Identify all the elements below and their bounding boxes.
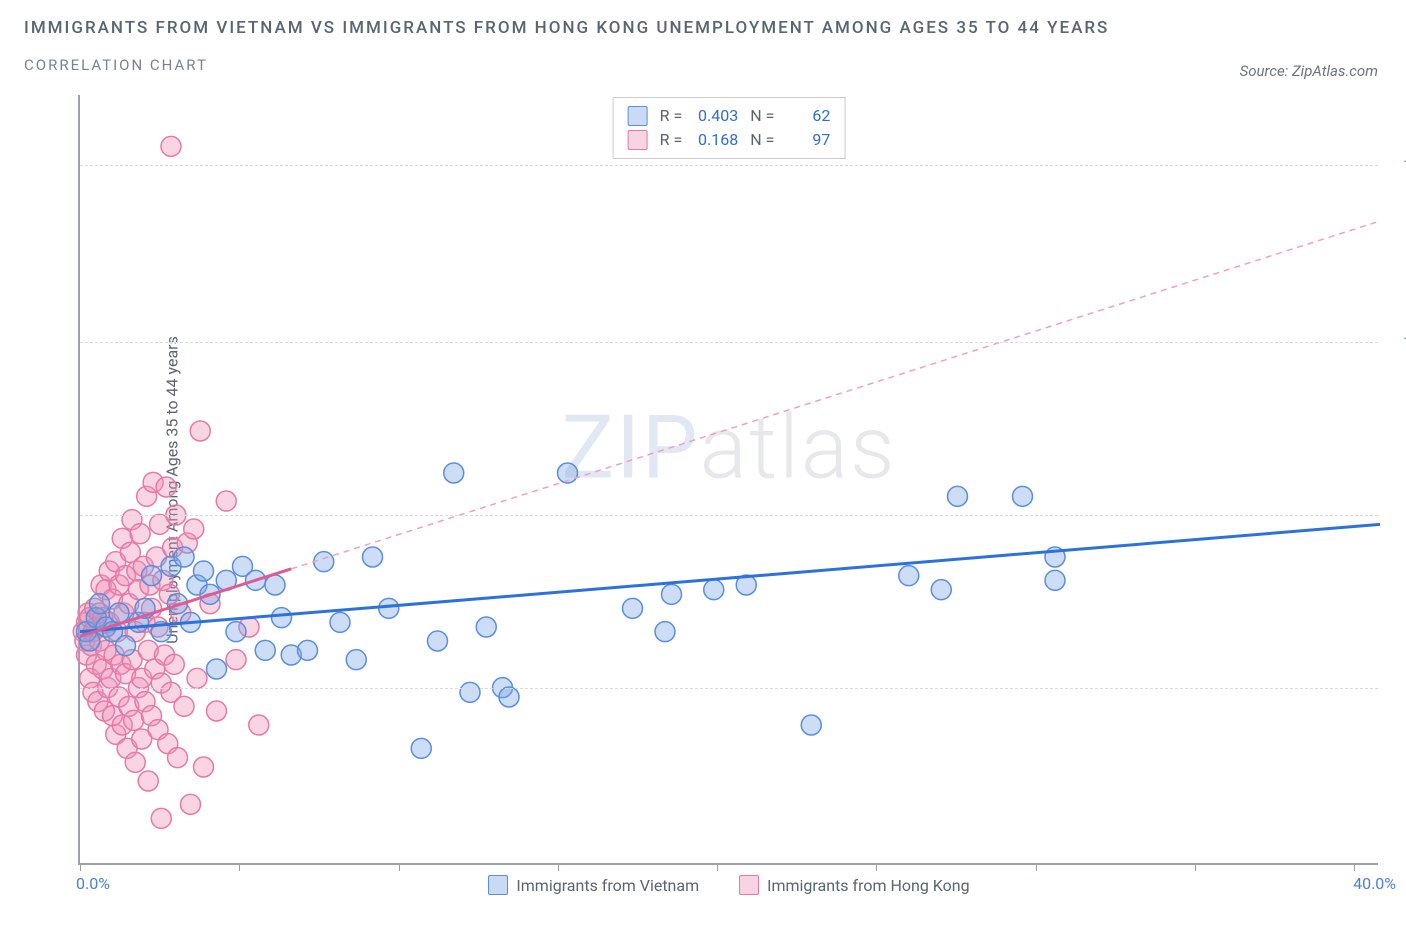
data-point: [346, 650, 366, 670]
correlation-chart: Unemployment Among Ages 35 to 44 years Z…: [60, 95, 1390, 885]
scatter-svg: [80, 95, 1378, 863]
data-point: [90, 594, 110, 614]
x-tick: [1036, 863, 1037, 871]
data-point: [931, 580, 951, 600]
data-point: [226, 650, 246, 670]
data-point: [655, 622, 675, 642]
data-point: [142, 566, 162, 586]
data-point: [161, 136, 181, 156]
x-tick: [558, 863, 559, 871]
data-point: [187, 668, 207, 688]
data-point: [499, 687, 519, 707]
x-tick: [80, 863, 81, 871]
data-point: [428, 631, 448, 651]
y-tick-label: 7.5%: [1386, 506, 1406, 525]
x-tick: [399, 863, 400, 871]
data-point: [662, 584, 682, 604]
data-point: [174, 696, 194, 716]
data-point: [207, 659, 227, 679]
swatch-vietnam-icon: [488, 875, 508, 895]
data-point: [190, 421, 210, 441]
data-point: [476, 617, 496, 637]
r-value-vietnam: 0.403: [690, 104, 738, 128]
data-point: [379, 598, 399, 618]
data-point: [314, 552, 334, 572]
data-point: [226, 622, 246, 642]
data-point: [411, 738, 431, 758]
data-point: [194, 757, 214, 777]
data-point: [265, 575, 285, 595]
legend-label-vietnam: Immigrants from Vietnam: [516, 876, 699, 895]
trend-line-extrapolated: [291, 221, 1380, 569]
data-point: [194, 561, 214, 581]
swatch-vietnam: [628, 106, 648, 126]
data-point: [801, 715, 821, 735]
data-point: [181, 794, 201, 814]
legend-label-hongkong: Immigrants from Hong Kong: [767, 876, 969, 895]
data-point: [138, 771, 158, 791]
r-value-hongkong: 0.168: [690, 128, 738, 152]
data-point: [948, 486, 968, 506]
data-point: [164, 654, 184, 674]
r-label: R =: [660, 128, 683, 152]
data-point: [1013, 486, 1033, 506]
n-value-vietnam: 62: [782, 104, 830, 128]
correlation-legend: R = 0.403 N = 62 R = 0.168 N = 97: [613, 97, 846, 159]
n-label: N =: [750, 128, 774, 152]
chart-subtitle: CORRELATION CHART: [24, 56, 1382, 74]
data-point: [151, 808, 171, 828]
data-point: [130, 524, 150, 544]
x-tick: [717, 863, 718, 871]
data-point: [444, 463, 464, 483]
data-point: [330, 612, 350, 632]
grid-line: [80, 688, 1378, 689]
n-value-hongkong: 97: [782, 128, 830, 152]
data-point: [255, 640, 275, 660]
series-legend: Immigrants from Vietnam Immigrants from …: [80, 875, 1378, 895]
y-tick-label: 3.8%: [1386, 678, 1406, 697]
data-point: [249, 715, 269, 735]
x-tick: [1354, 863, 1355, 871]
data-point: [363, 547, 383, 567]
data-point: [156, 477, 176, 497]
swatch-hongkong: [628, 130, 648, 150]
plot-area: ZIPatlas R = 0.403 N = 62 R = 0.168 N = …: [78, 95, 1378, 865]
legend-item-vietnam: Immigrants from Vietnam: [488, 875, 699, 895]
grid-line: [80, 515, 1378, 516]
x-tick: [876, 863, 877, 871]
grid-line: [80, 342, 1378, 343]
data-point: [116, 636, 136, 656]
r-label: R =: [660, 104, 683, 128]
data-point: [298, 640, 318, 660]
data-point: [899, 566, 919, 586]
data-point: [109, 603, 129, 623]
legend-row-vietnam: R = 0.403 N = 62: [628, 104, 831, 128]
legend-row-hongkong: R = 0.168 N = 97: [628, 128, 831, 152]
data-point: [216, 491, 236, 511]
source-citation: Source: ZipAtlas.com: [1240, 62, 1378, 80]
x-tick: [239, 863, 240, 871]
data-point: [207, 701, 227, 721]
chart-main-title: IMMIGRANTS FROM VIETNAM VS IMMIGRANTS FR…: [24, 18, 1382, 38]
data-point: [704, 580, 724, 600]
x-tick: [1195, 863, 1196, 871]
data-point: [623, 598, 643, 618]
data-point: [174, 547, 194, 567]
data-point: [1045, 570, 1065, 590]
data-point: [184, 519, 204, 539]
data-point: [168, 748, 188, 768]
swatch-hongkong-icon: [739, 875, 759, 895]
n-label: N =: [750, 104, 774, 128]
data-point: [125, 752, 145, 772]
data-point: [272, 608, 292, 628]
data-point: [124, 710, 144, 730]
grid-line: [80, 165, 1378, 166]
legend-item-hongkong: Immigrants from Hong Kong: [739, 875, 969, 895]
y-tick-label: 15.0%: [1386, 156, 1406, 175]
y-tick-label: 11.2%: [1386, 333, 1406, 352]
data-point: [460, 682, 480, 702]
